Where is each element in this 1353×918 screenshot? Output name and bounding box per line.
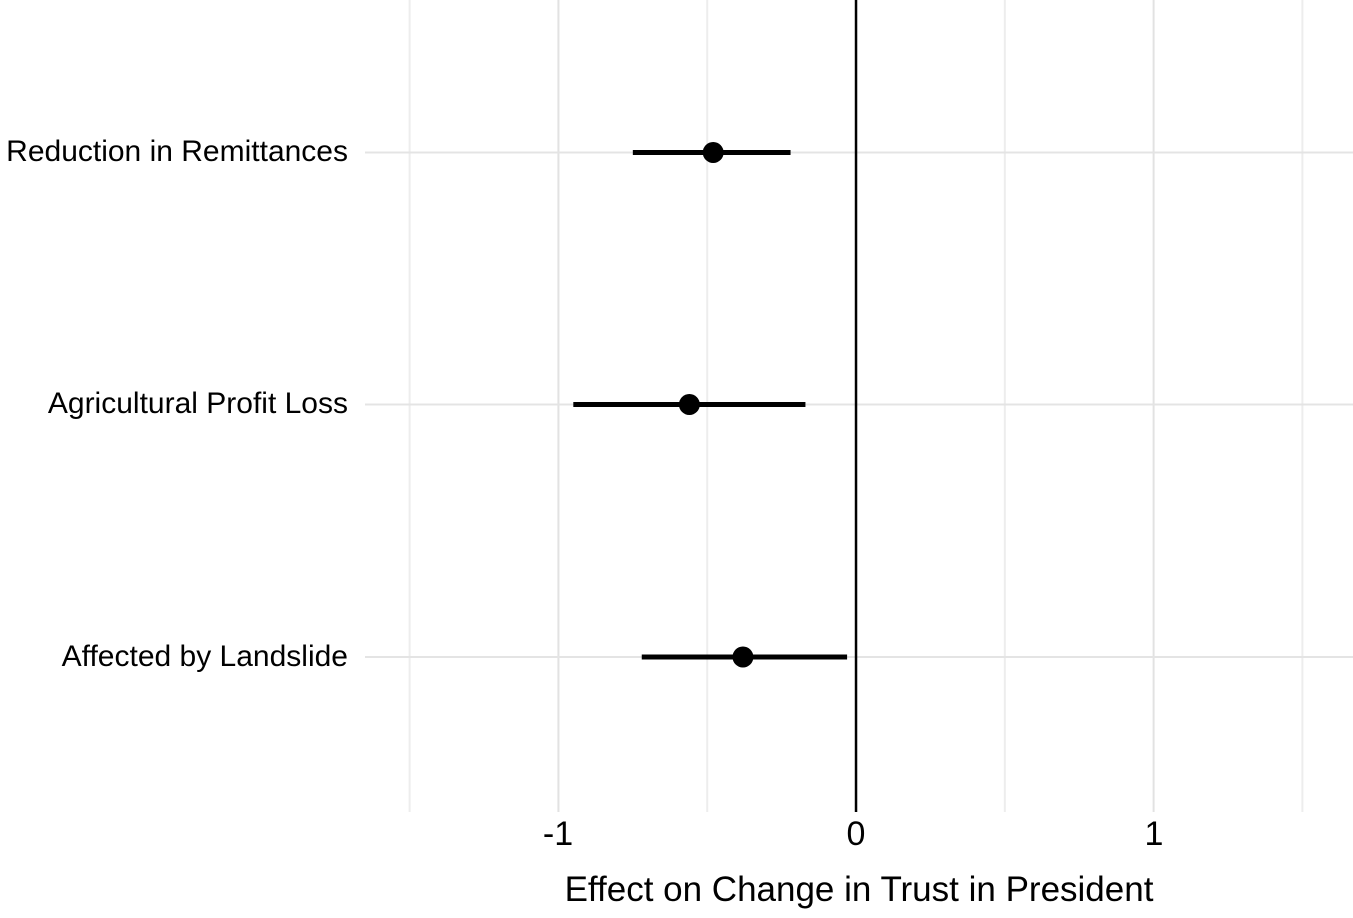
category-label-affected-by-landslide: Affected by Landslide: [61, 640, 348, 673]
point-estimate: [678, 394, 700, 415]
category-label-reduction-in-remittances: Reduction in Remittances: [6, 135, 348, 168]
x-tick-label-minus-1: -1: [542, 815, 574, 853]
minor-gridlines: [408, 0, 1304, 812]
x-tick-label-zero: 0: [846, 815, 866, 853]
estimates-layer: [573, 142, 848, 668]
point-estimate: [702, 142, 724, 163]
category-label-agricultural-profit-loss: Agricultural Profit Loss: [47, 387, 348, 420]
point-estimate: [732, 646, 754, 668]
horizontal-gridlines: [365, 151, 1353, 658]
x-axis-title: Effect on Change in Trust in President: [564, 870, 1154, 909]
x-tick-label-one: 1: [1144, 815, 1164, 853]
